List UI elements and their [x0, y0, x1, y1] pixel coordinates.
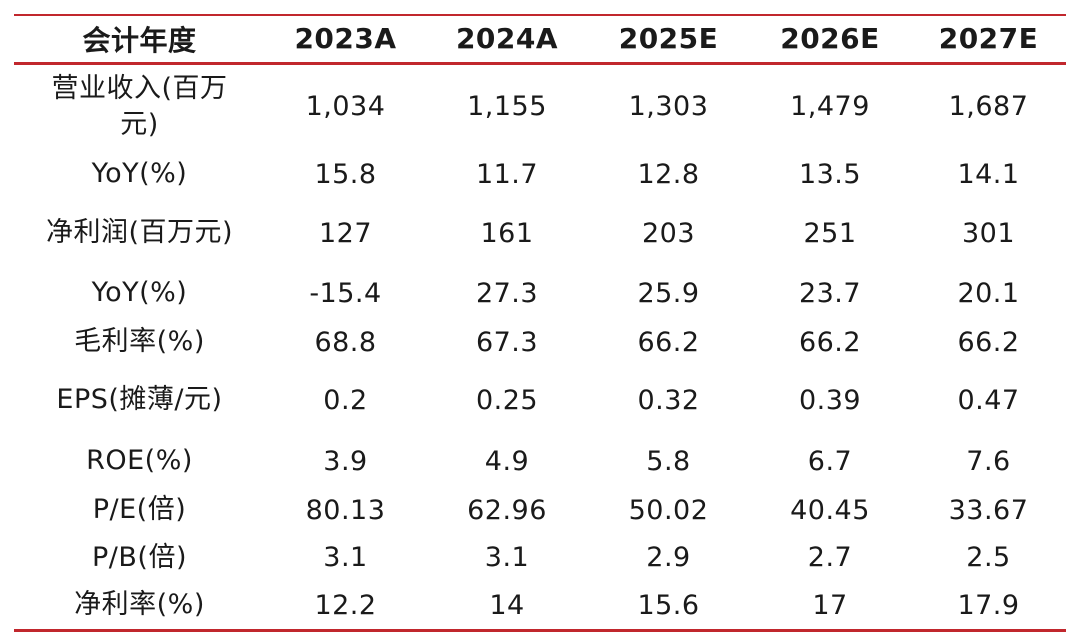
table-cell: 13.5: [798, 158, 862, 190]
table-cell: 301: [961, 217, 1016, 249]
header-2027e: 2027E: [938, 22, 1039, 56]
table-cell: 161: [480, 217, 534, 249]
table-cell: 17.9: [957, 589, 1020, 621]
table-cell: 2.5: [966, 542, 1011, 573]
row-label-text: 营业收入(百万元): [51, 72, 228, 140]
table-cell: 6.7: [807, 445, 853, 477]
financial-forecast-table: 会计年度 2023A 2024A 2025E 2026E 2027E 营业收入(…: [14, 14, 1066, 632]
table-cell: 17: [812, 589, 848, 621]
row-label: YoY(%): [91, 158, 188, 189]
row-label: ROE(%): [86, 445, 193, 476]
row-label: EPS(摊薄/元): [56, 384, 223, 415]
table-cell: 66.2: [798, 326, 862, 358]
table-cell: 15.8: [314, 158, 377, 190]
table-cell: 0.47: [957, 384, 1020, 416]
table-cell: 3.1: [323, 542, 368, 573]
row-label: 营业收入(百万元): [14, 63, 265, 149]
table-cell: 33.67: [948, 494, 1029, 526]
table-cell: 0.32: [637, 384, 700, 416]
table-row-net-profit: 净利润(百万元) 127 161 203 251 301: [14, 199, 1066, 267]
table-cell: 15.6: [637, 589, 700, 621]
table-cell: 0.2: [323, 384, 368, 416]
table-row-net-margin: 净利率(%) 12.2 14 15.6 17 17.9: [14, 582, 1066, 630]
table-cell: 66.2: [957, 326, 1020, 358]
table-cell: 12.8: [637, 158, 700, 190]
table-header-row: 会计年度 2023A 2024A 2025E 2026E 2027E: [14, 15, 1066, 63]
table-row-revenue: 营业收入(百万元) 1,034 1,155 1,303 1,479 1,687: [14, 63, 1066, 149]
row-label: 净利润(百万元): [45, 217, 234, 248]
header-fiscal-year: 会计年度: [82, 23, 197, 57]
table-row-pb: P/B(倍) 3.1 3.1 2.9 2.7 2.5: [14, 533, 1066, 582]
table-cell: 40.45: [790, 494, 870, 526]
table-cell: 68.8: [314, 326, 377, 358]
table-cell: 5.8: [646, 445, 691, 477]
row-label: YoY(%): [91, 277, 188, 308]
table-row-net-profit-yoy: YoY(%) -15.4 27.3 25.9 23.7 20.1: [14, 267, 1066, 319]
table-row-revenue-yoy: YoY(%) 15.8 11.7 12.8 13.5 14.1: [14, 149, 1066, 199]
table-cell: 12.2: [314, 589, 377, 621]
table-cell: 1,687: [948, 91, 1029, 123]
table-cell: 4.9: [484, 445, 530, 477]
table-cell: 23.7: [798, 277, 862, 309]
table-cell: 66.2: [637, 326, 700, 358]
header-2024a: 2024A: [455, 22, 559, 56]
table-cell: 251: [803, 217, 857, 249]
row-label: P/B(倍): [92, 541, 187, 573]
table-row-roe: ROE(%) 3.9 4.9 5.8 6.7 7.6: [14, 435, 1066, 487]
table-cell: 50.02: [628, 494, 709, 526]
table-cell: 2.7: [807, 542, 853, 573]
table-cell: 0.25: [475, 384, 539, 416]
table-cell: 62.96: [467, 494, 547, 526]
row-label: 净利率(%): [74, 589, 205, 621]
table-cell: 1,155: [467, 91, 547, 123]
table-cell: 80.13: [305, 494, 386, 526]
table-cell: -15.4: [309, 277, 382, 309]
table-cell: 1,479: [790, 91, 870, 123]
table-cell: 25.9: [637, 277, 700, 309]
table-cell: 14: [489, 589, 525, 621]
row-label: P/E(倍): [92, 494, 187, 525]
financial-forecast-table-container: 会计年度 2023A 2024A 2025E 2026E 2027E 营业收入(…: [14, 14, 1066, 632]
table-cell: 127: [318, 217, 373, 249]
table-cell: 7.6: [966, 445, 1011, 477]
table-cell: 3.9: [323, 445, 368, 477]
header-2023a: 2023A: [294, 22, 397, 56]
table-cell: 3.1: [484, 542, 530, 573]
header-2026e: 2026E: [780, 22, 880, 56]
table-row-gross-margin: 毛利率(%) 68.8 67.3 66.2 66.2 66.2: [14, 319, 1066, 365]
row-label: 毛利率(%): [74, 326, 205, 357]
table-cell: 0.39: [798, 384, 862, 416]
table-cell: 2.9: [646, 542, 691, 573]
table-row-eps: EPS(摊薄/元) 0.2 0.25 0.32 0.39 0.47: [14, 365, 1066, 435]
table-cell: 1,303: [628, 91, 709, 123]
table-cell: 20.1: [957, 277, 1020, 309]
table-row-pe: P/E(倍) 80.13 62.96 50.02 40.45 33.67: [14, 487, 1066, 533]
table-cell: 14.1: [957, 158, 1020, 190]
table-cell: 203: [641, 217, 696, 249]
table-cell: 11.7: [475, 158, 539, 190]
table-cell: 27.3: [475, 277, 539, 309]
header-2025e: 2025E: [618, 22, 719, 56]
table-cell: 1,034: [305, 91, 386, 123]
table-cell: 67.3: [475, 326, 539, 358]
